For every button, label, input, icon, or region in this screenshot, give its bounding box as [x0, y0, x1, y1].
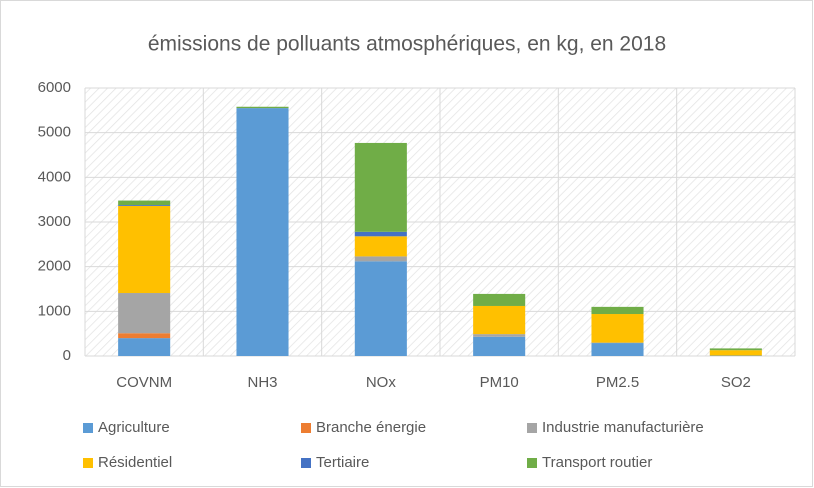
bar-segment	[354, 142, 407, 232]
y-tick-label: 2000	[38, 258, 71, 275]
legend-swatch	[301, 423, 311, 433]
bar-segment	[118, 338, 171, 356]
legend-swatch	[301, 458, 311, 468]
chart-title: émissions de polluants atmosphériques, e…	[148, 33, 666, 56]
bar-segment	[473, 305, 526, 335]
bar-segment	[118, 205, 171, 206]
y-tick-label: 3000	[38, 213, 71, 230]
bar-segment	[354, 256, 407, 262]
bar-segment	[591, 306, 644, 315]
x-tick-label: SO2	[721, 374, 751, 391]
bar-segment	[591, 343, 644, 356]
legend-label: Transport routier	[542, 454, 652, 471]
x-tick-label: COVNM	[116, 374, 172, 391]
bar-segment	[354, 236, 407, 257]
x-tick-label: PM10	[480, 374, 519, 391]
y-tick-label: 1000	[38, 302, 71, 319]
bar-segment	[473, 336, 526, 356]
legend-label: Industrie manufacturière	[542, 419, 704, 436]
legend-label: Agriculture	[98, 419, 170, 436]
legend-swatch	[83, 423, 93, 433]
bar-segment	[118, 293, 171, 334]
x-tick-label: NOx	[366, 374, 397, 391]
y-tick-label: 0	[63, 347, 71, 364]
bar-segment	[473, 334, 526, 337]
legend-label: Résidentiel	[98, 454, 172, 471]
y-tick-label: 4000	[38, 168, 71, 185]
bar-segment	[473, 293, 526, 306]
x-tick-label: NH3	[247, 374, 277, 391]
bar-segment	[236, 108, 289, 356]
bar-segment	[236, 106, 289, 109]
legend-swatch	[527, 458, 537, 468]
bar-segment	[709, 348, 762, 351]
legend-label: Tertiaire	[316, 454, 369, 471]
legend-swatch	[527, 423, 537, 433]
y-tick-label: 6000	[38, 79, 71, 96]
bar-segment	[354, 231, 407, 237]
bar-segment	[591, 314, 644, 343]
legend-label: Branche énergie	[316, 419, 426, 436]
y-tick-label: 5000	[38, 124, 71, 141]
bar-segment	[118, 333, 171, 339]
legend-swatch	[83, 458, 93, 468]
x-tick-label: PM2.5	[596, 374, 639, 391]
bar-segment	[709, 350, 762, 356]
bar-segment	[354, 261, 407, 356]
bar-segment	[118, 205, 171, 294]
bar-segment	[118, 200, 171, 206]
